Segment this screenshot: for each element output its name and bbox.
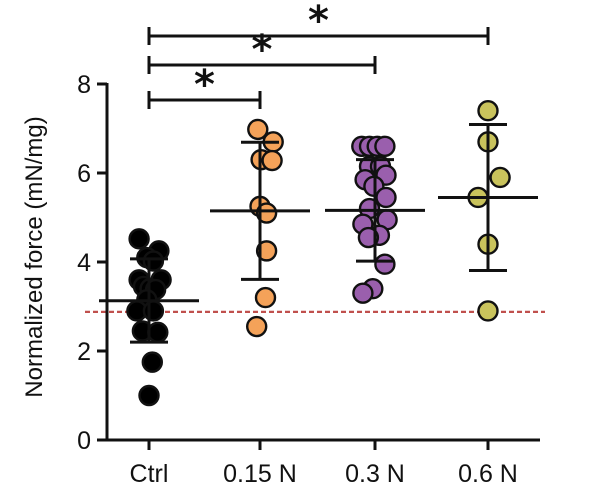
y-tick-label: 0 [77,427,91,455]
data-point [255,240,278,262]
bracket-line [147,27,490,45]
x-tick-label: Ctrl [130,460,169,488]
data-point [246,315,268,338]
y-axis-title: Normalized force (mN/mg) [21,116,48,397]
data-point [357,226,380,249]
data-point [141,351,164,373]
bracket-line [147,91,262,109]
data-point [477,99,499,122]
data-point [374,253,396,275]
data-point [247,118,269,141]
error-bar-layer [99,122,538,344]
data-point [255,202,278,224]
y-tick-label: 2 [77,338,91,366]
y-tick-label: 8 [77,71,91,99]
data-point [128,228,150,250]
significance-star: * [194,62,215,108]
data-point [477,300,499,322]
data-point [489,166,511,189]
y-tick-label: 6 [77,160,91,188]
data-point [375,186,397,209]
points-layer [126,99,511,407]
data-point [374,135,396,158]
data-point [142,250,165,272]
data-point [352,282,374,304]
x-tick-label: 0.3 N [345,460,405,488]
significance-star: * [252,27,273,73]
bracket-line [147,56,377,74]
data-point [261,149,283,172]
x-tick-label: 0.15 N [223,460,297,488]
data-point [138,384,160,407]
significance-bracket: * [147,0,490,45]
significance-star: * [308,0,329,44]
x-tick-label: 0.6 N [458,460,518,488]
y-tick-label: 4 [77,249,91,277]
significance-bracket: * [147,27,377,74]
axes-layer: 0 2 4 6 8 Ctrl 0.15 N 0.3 N 0.6 N [77,71,540,488]
data-point [142,300,165,322]
data-point [147,321,169,344]
significance-layer: * * * [147,0,490,109]
data-point [254,286,277,309]
significance-bracket: * [147,62,262,109]
